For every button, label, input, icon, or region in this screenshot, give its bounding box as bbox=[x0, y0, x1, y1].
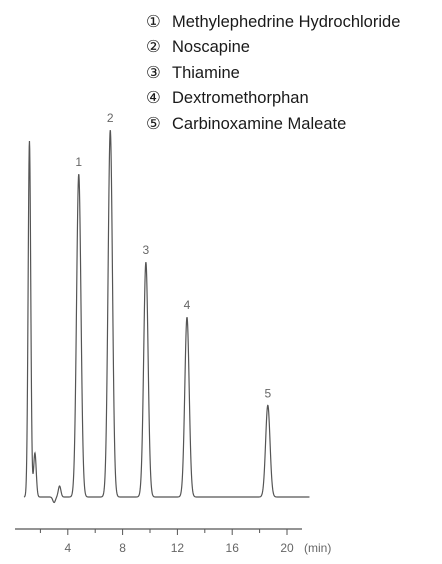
legend-number: ④ bbox=[146, 89, 161, 108]
legend-number: ② bbox=[146, 38, 161, 57]
x-tick-label: 12 bbox=[171, 541, 185, 555]
legend-item: ① Methylephedrine Hydrochloride bbox=[146, 10, 400, 35]
legend-label: Dextromethorphan bbox=[172, 89, 309, 108]
peak-label: 1 bbox=[75, 155, 82, 169]
legend-item: ③ Thiamine bbox=[146, 61, 400, 86]
x-axis-unit-label: (min) bbox=[304, 541, 331, 555]
trace-layer bbox=[23, 130, 310, 504]
x-tick-label: 4 bbox=[64, 541, 71, 555]
chromatogram-trace bbox=[23, 130, 310, 504]
x-axis: 4 8 12 16 20 (min) bbox=[15, 528, 331, 555]
legend-item: ⑤ Carbinoxamine Maleate bbox=[146, 112, 400, 137]
peak-label: 3 bbox=[143, 243, 150, 257]
legend-label: Noscapine bbox=[172, 38, 250, 57]
legend-number: ① bbox=[146, 13, 161, 31]
legend-label: Methylephedrine Hydrochloride bbox=[172, 13, 401, 31]
peak-label-layer: 1 2 3 4 5 bbox=[75, 111, 271, 400]
peak-label: 5 bbox=[264, 386, 271, 400]
legend-label: Carbinoxamine Maleate bbox=[172, 114, 347, 133]
x-tick-label: 16 bbox=[226, 541, 240, 555]
legend-label: Thiamine bbox=[172, 63, 240, 82]
chart-legend: ① Methylephedrine Hydrochloride ② Noscapin… bbox=[146, 10, 400, 137]
legend-number: ⑤ bbox=[146, 114, 161, 133]
peak-label: 4 bbox=[184, 298, 191, 312]
legend-item: ④ Dextromethorphan bbox=[146, 86, 400, 111]
peak-label: 2 bbox=[107, 111, 114, 125]
x-tick-label: 20 bbox=[280, 541, 294, 555]
legend-item: ② Noscapine bbox=[146, 35, 400, 60]
x-tick-label: 8 bbox=[119, 541, 126, 555]
legend-number: ③ bbox=[146, 63, 161, 82]
